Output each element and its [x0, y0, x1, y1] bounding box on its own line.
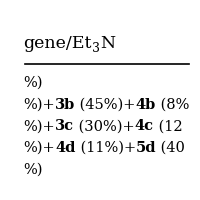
Text: %)+: %)+: [23, 119, 55, 133]
Text: 4d: 4d: [55, 140, 75, 154]
Text: 4c: 4c: [134, 119, 153, 133]
Text: %): %): [23, 162, 43, 176]
Text: (11%)+: (11%)+: [75, 140, 135, 154]
Text: %)+: %)+: [23, 140, 55, 154]
Text: 3: 3: [91, 42, 99, 55]
Text: 5d: 5d: [135, 140, 155, 154]
Text: (12: (12: [153, 119, 182, 133]
Text: %): %): [23, 76, 43, 90]
Text: (45%)+: (45%)+: [75, 97, 135, 111]
Text: (40: (40: [155, 140, 184, 154]
Text: %)+: %)+: [23, 97, 55, 111]
Text: 3b: 3b: [55, 97, 75, 111]
Text: 3c: 3c: [55, 119, 74, 133]
Text: gene/Et: gene/Et: [23, 35, 91, 52]
Text: N: N: [99, 35, 114, 52]
Text: (30%)+: (30%)+: [74, 119, 134, 133]
Text: (8%: (8%: [155, 97, 188, 111]
Text: 4b: 4b: [135, 97, 155, 111]
